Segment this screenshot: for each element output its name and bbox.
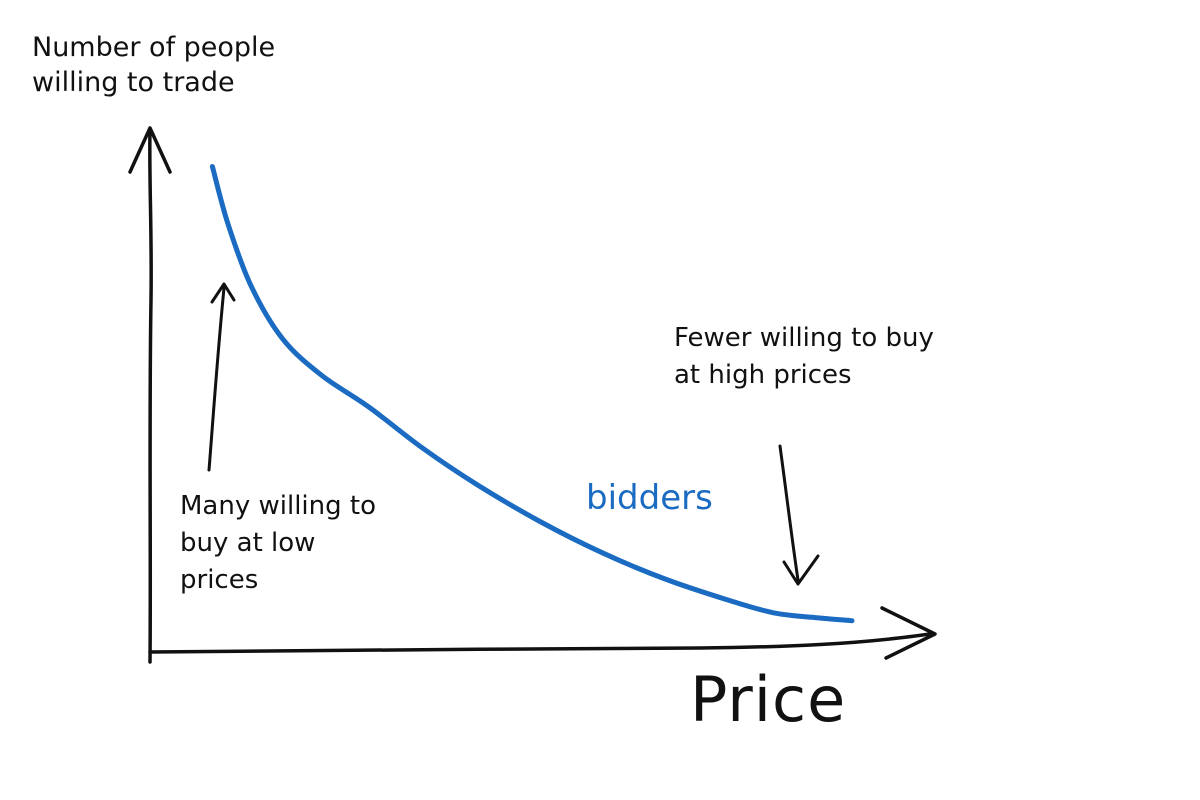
y-axis-label: Number of people willing to trade <box>32 32 276 99</box>
x-axis-label: Price <box>690 663 847 736</box>
annotation-high-prices: Fewer willing to buy at high prices <box>674 323 934 390</box>
y-axis-arrowhead <box>128 126 172 174</box>
annotation-low-prices: Many willing to buy at low prices <box>180 491 377 595</box>
annotation-arrowhead-low <box>210 282 236 304</box>
series-label-bidders: bidders <box>586 478 713 518</box>
y-axis <box>148 128 153 664</box>
x-axis-arrowhead <box>880 606 937 660</box>
annotation-arrow-low <box>207 286 226 472</box>
annotation-arrow-high <box>778 444 800 582</box>
series-line-bidders <box>209 164 855 624</box>
x-axis <box>148 632 932 654</box>
annotation-arrowhead-high <box>782 554 820 586</box>
